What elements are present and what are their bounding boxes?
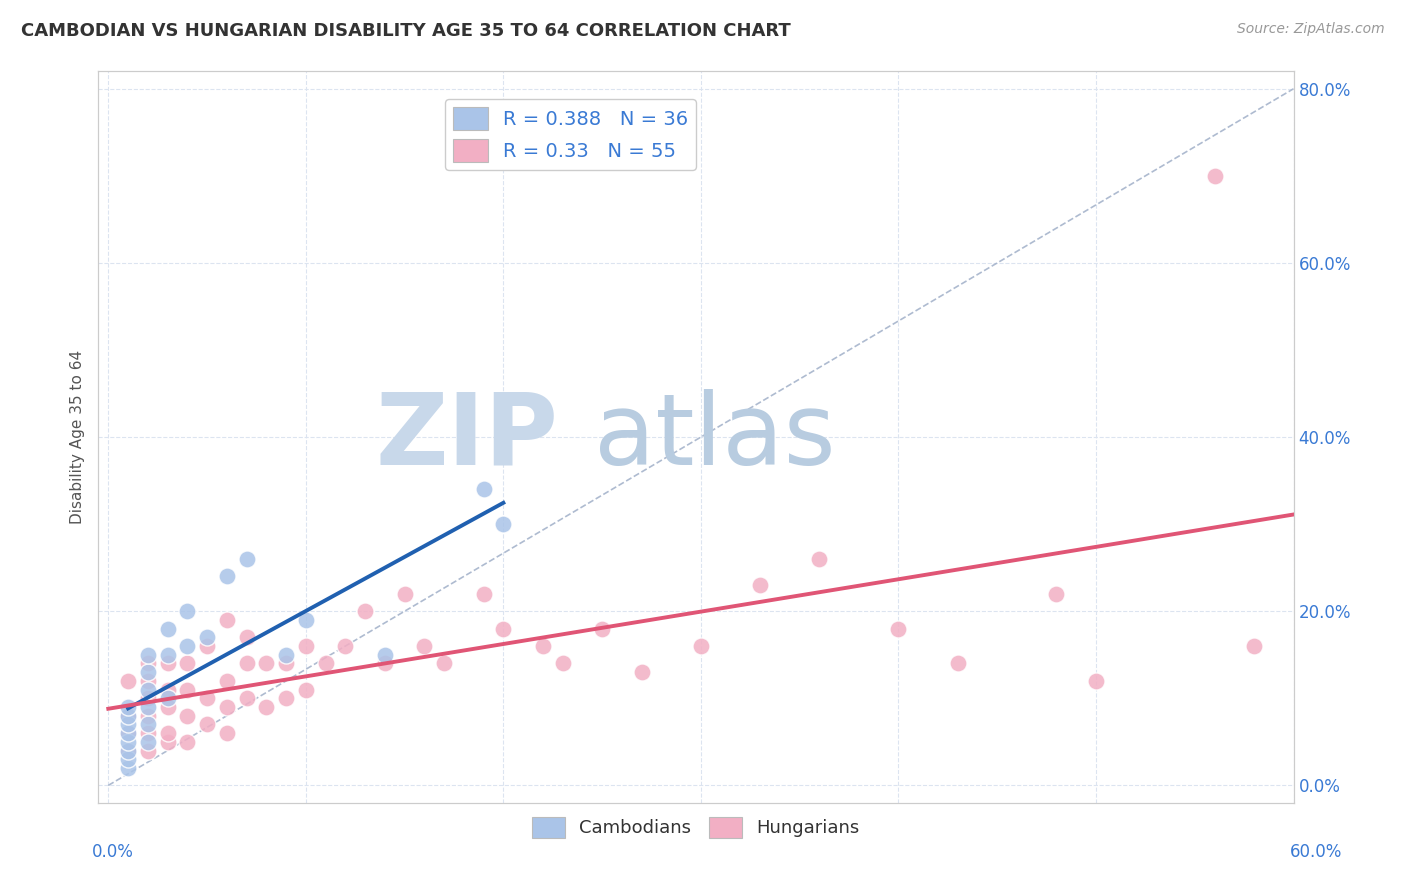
Point [117, 761, 139, 775]
Point [295, 682, 318, 697]
Point [117, 726, 139, 740]
Point [136, 691, 159, 706]
Point [136, 648, 159, 662]
Point [394, 587, 416, 601]
Point [136, 743, 159, 757]
Point [136, 673, 159, 688]
Point [235, 691, 257, 706]
Text: Source: ZipAtlas.com: Source: ZipAtlas.com [1237, 22, 1385, 37]
Point [176, 735, 198, 749]
Point [156, 657, 179, 671]
Point [492, 622, 515, 636]
Point [136, 682, 159, 697]
Point [117, 743, 139, 757]
Point [156, 700, 179, 714]
Point [1045, 587, 1067, 601]
Point [492, 517, 515, 532]
Text: 0.0%: 0.0% [91, 843, 134, 861]
Point [749, 578, 772, 592]
Point [156, 622, 179, 636]
Point [117, 735, 139, 749]
Point [117, 717, 139, 731]
Point [195, 717, 218, 731]
Point [176, 657, 198, 671]
Point [117, 743, 139, 757]
Point [215, 673, 238, 688]
Point [254, 700, 277, 714]
Point [117, 726, 139, 740]
Point [136, 657, 159, 671]
Point [531, 639, 554, 653]
Point [215, 613, 238, 627]
Point [136, 717, 159, 731]
Point [295, 639, 318, 653]
Point [472, 483, 495, 497]
Point [413, 639, 436, 653]
Point [117, 708, 139, 723]
Point [195, 691, 218, 706]
Point [887, 622, 910, 636]
Point [1085, 673, 1108, 688]
Point [946, 657, 969, 671]
Point [630, 665, 652, 680]
Point [472, 587, 495, 601]
Point [136, 726, 159, 740]
Point [156, 691, 179, 706]
Point [374, 657, 396, 671]
Point [215, 569, 238, 583]
Text: atlas: atlas [595, 389, 837, 485]
Point [235, 552, 257, 566]
Point [176, 604, 198, 618]
Point [117, 700, 139, 714]
Point [136, 665, 159, 680]
Point [295, 613, 318, 627]
Point [235, 631, 257, 645]
Point [1243, 639, 1265, 653]
Text: 60.0%: 60.0% [1291, 843, 1343, 861]
Point [690, 639, 713, 653]
Point [551, 657, 574, 671]
Point [156, 735, 179, 749]
Point [254, 657, 277, 671]
Point [136, 735, 159, 749]
Point [176, 682, 198, 697]
Point [808, 552, 831, 566]
Point [136, 700, 159, 714]
Point [315, 657, 337, 671]
Text: CAMBODIAN VS HUNGARIAN DISABILITY AGE 35 TO 64 CORRELATION CHART: CAMBODIAN VS HUNGARIAN DISABILITY AGE 35… [21, 22, 790, 40]
Point [1204, 169, 1226, 183]
Point [117, 673, 139, 688]
Point [354, 604, 377, 618]
Point [136, 708, 159, 723]
Point [117, 752, 139, 766]
Point [274, 648, 297, 662]
Legend: Cambodians, Hungarians: Cambodians, Hungarians [526, 810, 866, 845]
Point [117, 708, 139, 723]
Y-axis label: Disability Age 35 to 64: Disability Age 35 to 64 [70, 350, 86, 524]
Point [374, 648, 396, 662]
Point [215, 726, 238, 740]
Point [195, 639, 218, 653]
Point [591, 622, 613, 636]
Point [274, 691, 297, 706]
Point [176, 639, 198, 653]
Text: ZIP: ZIP [375, 389, 558, 485]
Point [156, 726, 179, 740]
Point [433, 657, 456, 671]
Point [195, 631, 218, 645]
Point [156, 648, 179, 662]
Point [235, 657, 257, 671]
Point [335, 639, 357, 653]
Point [156, 682, 179, 697]
Point [215, 700, 238, 714]
Point [176, 708, 198, 723]
Point [274, 657, 297, 671]
